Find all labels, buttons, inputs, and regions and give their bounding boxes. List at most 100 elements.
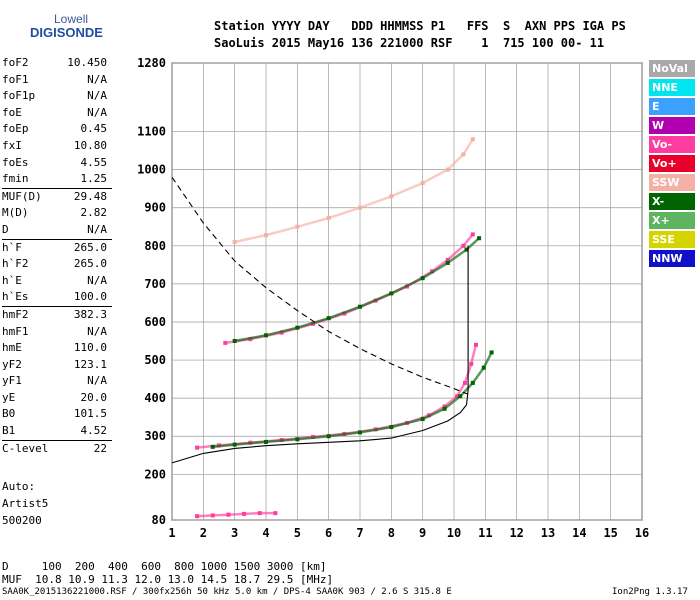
- param-row: foE N/A: [2, 105, 112, 122]
- echo-point: [470, 232, 475, 237]
- legend-entry: Vo+: [649, 155, 695, 172]
- param-name: B0: [2, 407, 16, 421]
- footer-info: SAA0K_2015136221000.RSF / 300fx256h 50 k…: [2, 587, 452, 597]
- param-name: D: [2, 222, 9, 236]
- param-row: yF2 123.1: [2, 357, 112, 374]
- legend-entry: NoVal: [649, 60, 695, 77]
- param-name: B1: [2, 424, 16, 438]
- header-labels: Station YYYY DAY DDD HHMMSS P1 FFS S AXN…: [214, 19, 626, 33]
- density-profile-line: [171, 404, 467, 464]
- header-values: SaoLuis 2015 May16 136 221000 RSF 1 715 …: [214, 36, 605, 50]
- param-row: foF1p N/A: [2, 88, 112, 105]
- y-tick-label: 1100: [137, 125, 166, 139]
- param-row: foEs 4.55: [2, 155, 112, 172]
- param-name: hmE: [2, 341, 22, 355]
- density-profile-upper: [465, 245, 469, 405]
- x-tick-label: 8: [388, 526, 395, 540]
- echo-point: [232, 339, 237, 344]
- param-value: 110.0: [73, 341, 107, 355]
- echo-trace: [197, 511, 276, 518]
- legend-entry: SSE: [649, 231, 695, 248]
- param-row: foEp 0.45: [2, 121, 112, 138]
- x-tick-label: 1: [168, 526, 175, 540]
- echo-point: [195, 445, 200, 450]
- param-row: foF1 N/A: [2, 72, 112, 89]
- param-name: yF1: [2, 374, 22, 388]
- param-name: hmF1: [2, 324, 29, 338]
- y-tick-label: 300: [144, 429, 166, 443]
- param-name: h`Es: [2, 290, 29, 304]
- x-tick-label: 10: [447, 526, 461, 540]
- param-value: N/A: [87, 324, 107, 338]
- y-tick-label: 200: [144, 467, 166, 481]
- echo-point: [232, 239, 237, 244]
- y-tick-label: 900: [144, 201, 166, 215]
- x-tick-label: 12: [509, 526, 523, 540]
- param-value: 0.45: [80, 122, 108, 136]
- param-row: fxI 10.80: [2, 138, 112, 155]
- param-value: N/A: [87, 273, 107, 287]
- polarization-legend: NoVal NNE E W Vo- Vo+ SSW X- X+ SSE NNW: [649, 60, 695, 269]
- digisonde-logo: Lowell DIGISONDE: [8, 6, 168, 46]
- param-name: yF2: [2, 357, 22, 371]
- param-row: h`F2 265.0: [2, 256, 112, 273]
- param-value: 22: [93, 441, 107, 455]
- param-row: MUF(D) 29.48: [2, 187, 112, 206]
- param-name: MUF(D): [2, 189, 42, 203]
- muf-values-row: MUF 10.8 10.9 11.3 12.0 13.0 14.5 18.7 2…: [2, 573, 334, 586]
- param-row: h`F 265.0: [2, 238, 112, 257]
- legend-entry: E: [649, 98, 695, 115]
- param-value: 382.3: [73, 307, 107, 321]
- x-tick-label: 4: [262, 526, 269, 540]
- scaled-parameters-panel: foF2 10.450 foF1 N/A foF1p N/A foE N/A foEp 0.45 f…: [2, 55, 112, 457]
- autoscaling-info: Auto: Artist5 500200: [2, 478, 48, 529]
- param-name: C-level: [2, 441, 49, 455]
- station-header: Station YYYY DAY DDD HHMMSS P1 FFS S AXN…: [214, 18, 626, 52]
- legend-entry: W: [649, 117, 695, 134]
- muf-distance-row: D 100 200 400 600 800 1000 1500 3000 [km…: [2, 560, 327, 573]
- param-name: M(D): [2, 206, 29, 220]
- param-row: yE 20.0: [2, 390, 112, 407]
- param-name: foEs: [2, 155, 29, 169]
- param-row: hmF1 N/A: [2, 324, 112, 341]
- param-name: foF2: [2, 56, 29, 69]
- x-tick-label: 7: [356, 526, 363, 540]
- param-row: hmF2 382.3: [2, 305, 112, 324]
- x-tick-label: 3: [231, 526, 238, 540]
- x-tick-label: 11: [478, 526, 492, 540]
- param-row: C-level 22: [2, 439, 112, 458]
- y-tick-label: 600: [144, 315, 166, 329]
- param-row: fmin 1.25: [2, 171, 112, 188]
- param-name: foEp: [2, 122, 29, 136]
- param-value: 20.0: [80, 390, 108, 404]
- muf-dashed-curve: [171, 176, 469, 395]
- param-name: h`F: [2, 240, 22, 254]
- param-name: h`F2: [2, 257, 29, 271]
- legend-entry: SSW: [649, 174, 695, 191]
- y-tick-label: 400: [144, 391, 166, 405]
- param-value: 1.25: [80, 172, 108, 186]
- param-row: B0 101.5: [2, 406, 112, 423]
- param-value: 2.82: [80, 206, 108, 220]
- param-name: yE: [2, 390, 16, 404]
- y-tick-label: 1000: [137, 163, 166, 177]
- echo-trace: [234, 138, 474, 244]
- x-tick-label: 13: [541, 526, 555, 540]
- x-tick-label: 16: [635, 526, 649, 540]
- x-tick-label: 9: [419, 526, 426, 540]
- param-name: fmin: [2, 172, 29, 186]
- param-value: 265.0: [73, 257, 107, 271]
- param-row: hmE 110.0: [2, 340, 112, 357]
- y-tick-label: 500: [144, 353, 166, 367]
- param-value: 265.0: [73, 240, 107, 254]
- param-row: M(D) 2.82: [2, 205, 112, 222]
- echo-trace: [234, 237, 480, 343]
- x-tick-label: 2: [200, 526, 207, 540]
- echo-point: [195, 514, 200, 519]
- x-tick-label: 6: [325, 526, 332, 540]
- param-value: N/A: [87, 72, 107, 86]
- param-value: 4.55: [80, 155, 108, 169]
- auto-version: 500200: [2, 514, 42, 527]
- param-value: 100.0: [73, 290, 107, 304]
